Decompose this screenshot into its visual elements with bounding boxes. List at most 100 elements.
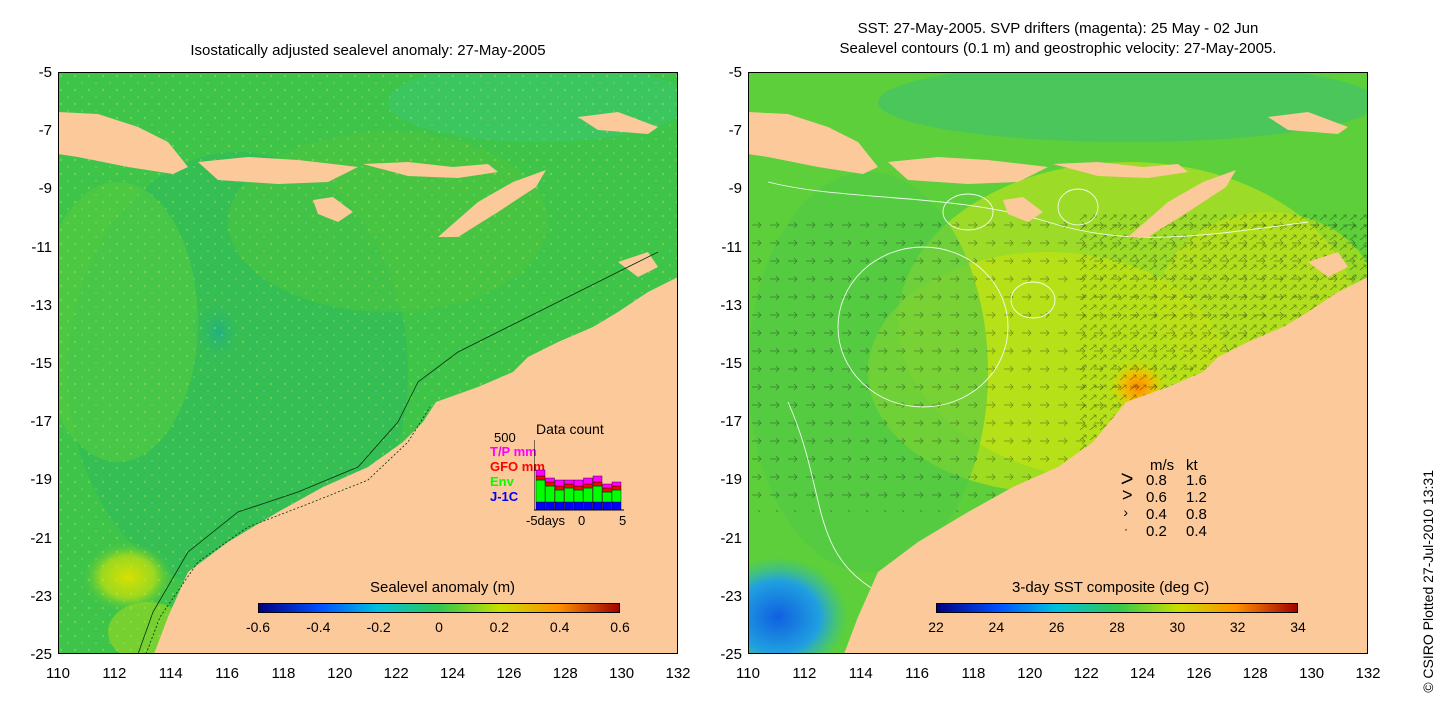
y-tick-label: -13: [30, 296, 52, 314]
x-tick-label: 130: [1299, 665, 1325, 682]
y-tick-label: -5: [38, 64, 52, 81]
x-tick-label: 110: [736, 665, 760, 682]
data-count-bar-segment: [602, 483, 612, 489]
data-count-bar-segment: [535, 475, 546, 481]
data-count-bar-segment: [611, 481, 622, 487]
data-count-legend-item: T/P mm: [490, 444, 537, 459]
x-tick-label: 114: [158, 665, 183, 682]
velocity-legend-header-kt: kt: [1186, 457, 1198, 474]
colorbar-tick-label: 26: [1048, 619, 1065, 635]
data-count-bar-segment: [554, 501, 565, 511]
x-tick-label: 124: [440, 665, 466, 682]
x-tick-label: 126: [1186, 665, 1212, 682]
data-count-bar-segment: [554, 485, 565, 491]
data-count-bar-segment: [564, 479, 574, 485]
data-count-bar-segment: [535, 469, 546, 477]
y-tick-label: -9: [728, 180, 742, 198]
data-count-bars: [534, 440, 624, 511]
data-count-ymax: 500: [494, 430, 516, 445]
y-tick-label: -7: [38, 122, 52, 140]
y-tick-label: -11: [721, 238, 742, 256]
y-tick-label: -25: [30, 646, 52, 663]
velocity-legend-header-ms: m/s: [1150, 457, 1175, 474]
x-tick-label: 114: [848, 665, 873, 682]
data-count-bar-segment: [583, 477, 593, 485]
velocity-arrow-icon: ›: [1123, 504, 1128, 520]
x-tick-label: 124: [1130, 665, 1156, 682]
y-tick-label: -17: [720, 413, 742, 431]
left-colorbar: [258, 603, 620, 613]
colorbar-tick-label: 34: [1290, 619, 1306, 635]
data-count-bar-segment: [592, 481, 603, 487]
y-tick-label: -17: [30, 413, 52, 431]
colorbar-tick-label: 0: [435, 619, 443, 635]
colorbar-tick-label: 0.4: [549, 619, 570, 635]
x-tick-label: 120: [1017, 665, 1043, 682]
data-count-bar-segment: [573, 489, 584, 503]
x-tick-label: 112: [102, 665, 127, 682]
y-tick-label: -21: [30, 529, 52, 547]
data-count-bar-segment: [583, 487, 593, 503]
colorbar-tick-label: 0.2: [489, 619, 510, 635]
colorbar-tick-label: 28: [1109, 619, 1125, 635]
data-count-bar-segment: [564, 483, 574, 489]
colorbar-tick-label: -0.2: [366, 619, 391, 635]
left-map-title: Isostatically adjusted sealevel anomaly:…: [190, 42, 546, 59]
velocity-legend-kt: 1.6: [1186, 472, 1207, 489]
data-count-bar-segment: [564, 487, 574, 503]
velocity-legend-kt: 1.2: [1186, 489, 1207, 506]
data-count-bar-segment: [602, 487, 612, 493]
colorbar-tick-label: 24: [988, 619, 1005, 635]
data-count-bar-segment: [573, 501, 584, 511]
data-count-bar-segment: [545, 481, 555, 487]
right-sst-map: [748, 72, 1368, 654]
y-tick-label: -7: [728, 122, 742, 140]
velocity-arrow-icon: >: [1120, 466, 1134, 491]
land-java-lesser-sunda: [58, 112, 188, 174]
y-tick-label: -5: [728, 64, 742, 81]
velocity-arrow-icon: >: [1122, 485, 1133, 505]
data-count-bar-segment: [545, 477, 555, 483]
velocity-legend-ms: 0.4: [1146, 506, 1167, 523]
velocity-legend-kt: 0.8: [1186, 506, 1207, 523]
data-count-bar-segment: [611, 501, 622, 511]
colorbar-tick-label: -0.6: [245, 619, 271, 635]
data-count-bar-segment: [592, 475, 603, 483]
data-count-bar-segment: [583, 501, 593, 511]
x-tick-label: 120: [327, 665, 353, 682]
data-count-bar-segment: [535, 501, 546, 511]
x-tick-label: 118: [961, 665, 986, 682]
data-count-bar-segment: [602, 491, 612, 503]
velocity-legend-ms: 0.2: [1146, 523, 1167, 540]
left-sealevel-map: [58, 72, 678, 654]
data-count-bar-segment: [545, 501, 555, 511]
colorbar-tick-label: -0.4: [306, 619, 331, 635]
data-count-bar-segment: [573, 485, 584, 491]
velocity-legend-ms: 0.6: [1146, 489, 1167, 506]
land-australia: [154, 277, 678, 654]
colorbar-tick-label: 22: [928, 619, 944, 635]
y-tick-label: -23: [30, 587, 52, 605]
data-count-bar-segment: [611, 489, 622, 503]
data-count-bar-segment: [564, 501, 574, 511]
right-map-title-line1: SST: 27-May-2005. SVP drifters (magenta)…: [857, 20, 1259, 37]
x-tick-label: 126: [496, 665, 522, 682]
data-count-bar-segment: [554, 479, 565, 487]
y-tick-label: -15: [720, 355, 742, 372]
y-tick-label: -25: [720, 646, 742, 663]
colorbar-tick-label: 0.6: [610, 619, 630, 635]
data-count-bar-segment: [592, 501, 603, 511]
data-count-bar-segment: [602, 501, 612, 511]
data-count-bar-segment: [535, 479, 546, 503]
x-tick-label: 112: [792, 665, 817, 682]
x-tick-label: 110: [46, 665, 70, 682]
right-colorbar-label: 3-day SST composite (deg C): [1012, 579, 1210, 596]
data-count-legend-item: GFO mm: [490, 459, 545, 474]
x-tick-label: 128: [552, 665, 578, 682]
data-count-x-tick: 5: [619, 513, 627, 528]
x-tick-label: 116: [215, 665, 240, 682]
x-tick-label: 130: [609, 665, 635, 682]
x-tick-label: 118: [271, 665, 296, 682]
x-tick-label: 116: [905, 665, 930, 682]
x-tick-label: 132: [665, 665, 691, 682]
